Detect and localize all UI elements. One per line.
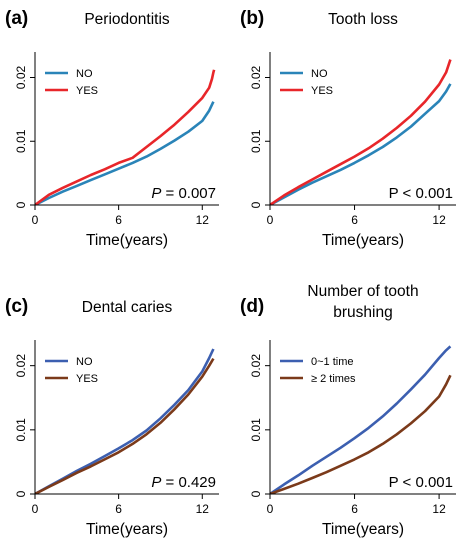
p-value-annotation: P = 0.429 xyxy=(151,474,216,491)
y-tick-label: 0.01 xyxy=(249,129,263,153)
y-tick-label: 0 xyxy=(249,201,263,208)
x-tick-label: 12 xyxy=(432,502,446,516)
y-tick-label: 0.01 xyxy=(14,418,28,442)
chart-title: Dental caries xyxy=(82,299,173,316)
series-line-1 xyxy=(270,83,452,205)
x-tick-label: 0 xyxy=(267,213,274,227)
legend-label-2: ≥ 2 times xyxy=(311,373,356,385)
x-tick-label: 6 xyxy=(115,213,122,227)
y-tick-label: 0.02 xyxy=(14,65,28,89)
chart-title: brushing xyxy=(333,304,392,321)
x-tick-label: 12 xyxy=(196,213,210,227)
chart-panel-c: (c) Dental caries 0 6 12 0 0.01 0.02 Time(years)… xyxy=(5,296,219,538)
panel-label: (b) xyxy=(240,8,264,29)
series-line-2 xyxy=(35,357,215,494)
panel-label: (a) xyxy=(5,8,28,29)
legend-label-1: NO xyxy=(76,68,93,80)
series-line-1 xyxy=(35,101,215,205)
chart-panel-d: (d) Number of tooth brushing 0 6 12 0 0.01 0.02 T… xyxy=(240,283,456,538)
p-value-symbol: P xyxy=(151,185,161,202)
x-axis-label: Time(years) xyxy=(86,521,168,538)
x-axis-label: Time(years) xyxy=(322,232,404,249)
x-axis-label: Time(years) xyxy=(322,521,404,538)
panel-label: (d) xyxy=(240,296,264,317)
series-line-2 xyxy=(270,374,452,494)
y-tick-label: 0 xyxy=(14,490,28,497)
legend-label-2: YES xyxy=(76,85,98,97)
x-tick-label: 0 xyxy=(32,213,39,227)
y-tick-label: 0.02 xyxy=(249,354,263,378)
p-value-annotation: P = 0.007 xyxy=(151,185,216,202)
p-value-text: = 0.429 xyxy=(161,474,216,491)
x-axis-label: Time(years) xyxy=(86,232,168,249)
x-tick-label: 12 xyxy=(196,502,210,516)
y-tick-label: 0.02 xyxy=(249,65,263,89)
legend-label-2: YES xyxy=(76,373,98,385)
chart-title: Periodontitis xyxy=(84,11,170,28)
legend-label-1: 0~1 time xyxy=(311,356,354,368)
y-tick-label: 0.01 xyxy=(249,418,263,442)
p-value-text: P < 0.001 xyxy=(389,474,453,491)
panel-label: (c) xyxy=(5,296,28,317)
p-value-text: P < 0.001 xyxy=(389,185,453,202)
series-line-2 xyxy=(270,59,452,205)
y-tick-label: 0 xyxy=(14,201,28,208)
y-tick-label: 0 xyxy=(249,490,263,497)
series-line-1 xyxy=(270,345,452,494)
x-tick-label: 6 xyxy=(115,502,122,516)
x-tick-label: 6 xyxy=(351,213,358,227)
y-tick-label: 0.02 xyxy=(14,354,28,378)
x-tick-label: 6 xyxy=(351,502,358,516)
legend-label-1: NO xyxy=(76,356,93,368)
chart-title: Tooth loss xyxy=(328,11,398,28)
p-value-text: = 0.007 xyxy=(161,185,216,202)
p-value-annotation: P < 0.001 xyxy=(389,474,453,491)
legend-label-1: NO xyxy=(311,68,328,80)
chart-title: Number of tooth xyxy=(307,283,418,300)
y-tick-label: 0.01 xyxy=(14,129,28,153)
chart-panel-b: (b) Tooth loss 0 6 12 0 0.01 0.02 Time(years) NO Y… xyxy=(240,8,456,249)
x-tick-label: 0 xyxy=(32,502,39,516)
p-value-annotation: P < 0.001 xyxy=(389,185,453,202)
x-tick-label: 12 xyxy=(432,213,446,227)
series-line-2 xyxy=(35,69,216,205)
x-tick-label: 0 xyxy=(267,502,274,516)
legend-label-2: YES xyxy=(311,85,333,97)
chart-panel-a: (a) Periodontitis 0 6 12 0 0.01 0.02 Time(years)… xyxy=(5,8,219,249)
p-value-symbol: P xyxy=(151,474,161,491)
series-line-1 xyxy=(35,348,215,494)
